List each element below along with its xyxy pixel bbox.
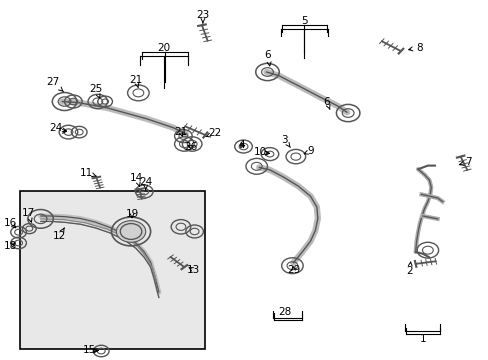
Text: 8: 8: [408, 42, 422, 53]
Text: 21: 21: [174, 127, 187, 138]
Text: 2: 2: [406, 262, 412, 276]
Text: 4: 4: [238, 140, 244, 150]
Text: 22: 22: [205, 128, 222, 138]
Text: 17: 17: [21, 208, 35, 222]
Text: 13: 13: [186, 265, 200, 275]
Text: 24: 24: [139, 177, 152, 190]
Text: 20: 20: [158, 42, 170, 53]
Text: 10: 10: [253, 147, 269, 157]
Text: 26: 26: [183, 142, 197, 152]
Text: 12: 12: [53, 228, 66, 241]
Text: 5: 5: [300, 16, 307, 26]
Text: 23: 23: [196, 10, 209, 23]
Text: 6: 6: [323, 96, 329, 109]
Text: 21: 21: [129, 75, 142, 88]
Text: 11: 11: [80, 168, 96, 178]
Circle shape: [116, 221, 145, 242]
Text: 28: 28: [277, 307, 291, 318]
Text: 9: 9: [304, 146, 314, 156]
Text: 15: 15: [82, 345, 96, 355]
Text: 29: 29: [286, 265, 300, 275]
Text: 3: 3: [281, 135, 290, 148]
Text: 1: 1: [419, 334, 426, 344]
Text: 19: 19: [125, 209, 139, 219]
Text: 27: 27: [46, 77, 63, 92]
Text: 16: 16: [4, 218, 18, 228]
Text: 6: 6: [264, 50, 271, 66]
Text: 18: 18: [4, 240, 18, 251]
Text: 14: 14: [130, 173, 143, 186]
Text: 7: 7: [459, 157, 471, 167]
Bar: [20, 191, 205, 349]
Text: 24: 24: [49, 123, 66, 133]
Text: 25: 25: [89, 84, 102, 98]
